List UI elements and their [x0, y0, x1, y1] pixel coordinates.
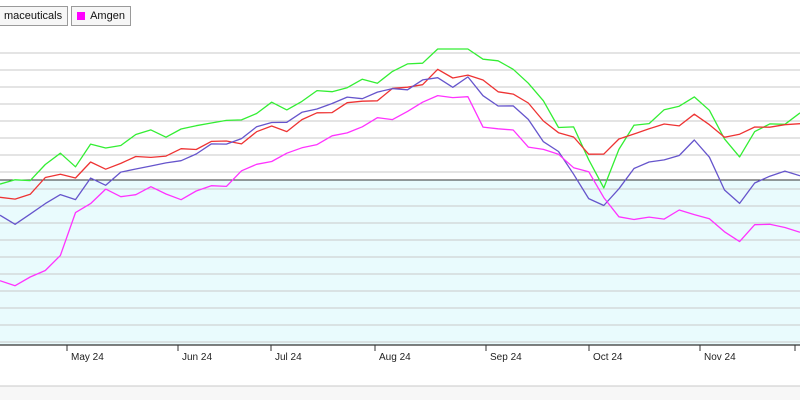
x-tick-label: Jun 24: [182, 352, 212, 363]
legend-item-pharmaceuticals[interactable]: maceuticals: [0, 6, 69, 26]
x-tick-label: Nov 24: [704, 352, 736, 363]
legend-label-pharmaceuticals: maceuticals: [4, 10, 63, 22]
chart-grid: [0, 52, 800, 343]
x-tick-label: Oct 24: [593, 352, 623, 363]
x-tick-label: Sep 24: [490, 352, 522, 363]
below-baseline-fill: [0, 180, 800, 345]
x-axis-ticks: May 24 Jun 24 Jul 24 Aug 24 Sep 24 Oct 24 Nov …: [66, 345, 796, 363]
legend-label-amgen: Amgen: [90, 10, 125, 22]
x-tick-label: Jul 24: [275, 352, 302, 363]
series-layer: [0, 48, 800, 287]
series-line-1: [0, 68, 800, 200]
legend-item-amgen[interactable]: Amgen: [71, 6, 131, 26]
bottom-band: [0, 386, 800, 400]
series-line-3: [0, 94, 800, 287]
series-line-0: [0, 48, 800, 189]
series-line-2: [0, 76, 800, 225]
chart-legend: maceuticals Amgen: [0, 6, 131, 26]
x-tick-label: Aug 24: [379, 352, 411, 363]
x-tick-label: May 24: [71, 352, 104, 363]
legend-swatch-amgen: [77, 12, 86, 20]
